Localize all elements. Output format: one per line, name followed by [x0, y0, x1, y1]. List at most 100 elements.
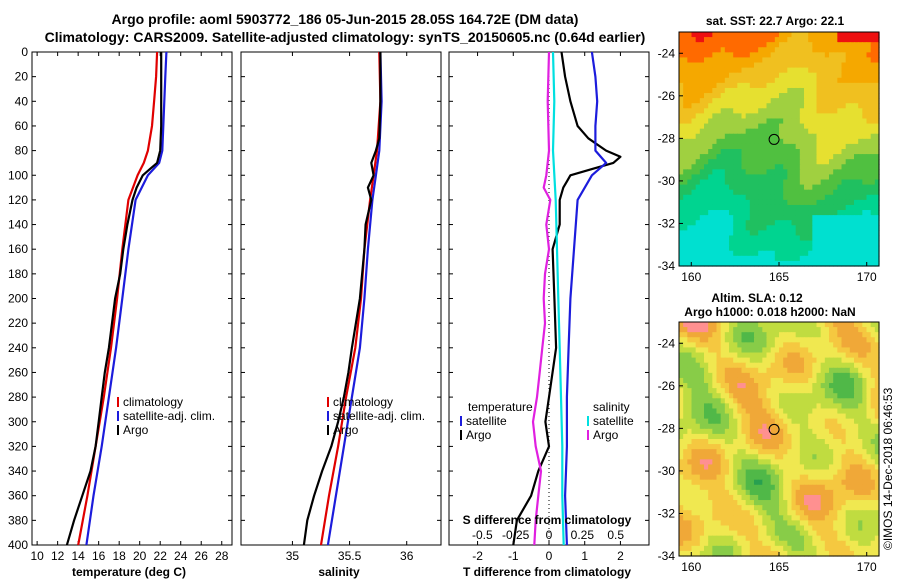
- map-cell: [704, 184, 709, 191]
- map-cell: [687, 500, 693, 506]
- map-cell: [683, 449, 688, 455]
- map-cell: [712, 215, 718, 221]
- map-cell: [774, 367, 780, 374]
- map-cell: [687, 240, 693, 247]
- map-cell: [808, 149, 813, 155]
- map-cell: [841, 403, 847, 410]
- map-cell: [870, 535, 876, 542]
- map-cell: [799, 484, 805, 491]
- map-cell: [774, 469, 780, 476]
- map-cell: [754, 337, 759, 343]
- x-tick-label: 12: [51, 549, 65, 563]
- map-cell: [833, 484, 838, 491]
- map-cell: [729, 372, 734, 379]
- map-cell: [712, 352, 718, 359]
- map-cell: [812, 199, 818, 206]
- map-cell: [687, 154, 693, 160]
- map-cell: [845, 510, 851, 516]
- map-cell: [799, 362, 805, 369]
- map-cell: [858, 169, 863, 176]
- map-cell: [862, 484, 868, 491]
- map-cell: [795, 479, 801, 486]
- map-cell: [766, 164, 772, 170]
- map-cell: [858, 113, 863, 120]
- map-cell: [862, 322, 868, 328]
- map-cell: [795, 383, 801, 389]
- map-cell: [816, 52, 822, 59]
- map-cell: [783, 138, 788, 145]
- map-cell: [699, 77, 705, 84]
- map-cell: [858, 149, 863, 155]
- map-cell: [737, 67, 743, 74]
- map-cell: [712, 479, 718, 486]
- map-cell: [862, 93, 868, 99]
- map-cell: [787, 403, 793, 410]
- map-cell: [762, 52, 768, 59]
- map-cell: [741, 199, 747, 206]
- map-cell: [779, 403, 784, 410]
- map-cell: [687, 164, 693, 170]
- map-cell: [749, 423, 755, 430]
- map-cell: [683, 184, 688, 191]
- map-cell: [829, 408, 834, 415]
- map-cell: [870, 337, 876, 343]
- map-cell: [783, 143, 788, 150]
- map-cell: [783, 235, 788, 242]
- map-cell: [862, 57, 868, 64]
- map-cell: [724, 154, 730, 160]
- map-cell: [679, 327, 684, 333]
- map-cell: [854, 128, 859, 135]
- map-cell: [774, 444, 780, 450]
- map-cell: [804, 362, 809, 369]
- map-cell: [754, 37, 759, 43]
- map-cell: [804, 357, 809, 364]
- map-cell: [816, 545, 822, 552]
- map-y-tick-label: -26: [658, 379, 676, 393]
- map-cell: [683, 332, 688, 338]
- map-cell: [841, 154, 847, 160]
- map-cell: [770, 164, 776, 170]
- map-cell: [804, 62, 809, 69]
- map-cell: [749, 535, 755, 542]
- map-cell: [683, 174, 688, 181]
- map-cell: [849, 403, 855, 410]
- x-tick-label: 18: [112, 549, 126, 563]
- map-cell: [749, 327, 755, 333]
- map-cell: [812, 550, 818, 557]
- map-cell: [816, 332, 822, 338]
- map-cell: [704, 372, 709, 379]
- map-cell: [691, 550, 697, 557]
- map-cell: [733, 403, 738, 410]
- map-cell: [816, 159, 822, 165]
- map-cell: [724, 204, 730, 211]
- map-cell: [770, 550, 776, 557]
- map-cell: [824, 444, 830, 450]
- map-cell: [808, 159, 813, 165]
- map-cell: [699, 103, 705, 109]
- map-cell: [783, 204, 788, 211]
- map-cell: [724, 322, 730, 328]
- map-cell: [870, 439, 876, 445]
- map-cell: [858, 103, 863, 109]
- map-cell: [783, 535, 788, 542]
- map-cell: [837, 540, 843, 547]
- map-cell: [691, 393, 697, 399]
- map-cell: [795, 433, 801, 440]
- map-cell: [795, 52, 801, 59]
- map-cell: [808, 143, 813, 150]
- map-cell: [874, 215, 880, 221]
- map-cell: [724, 357, 730, 364]
- map-cell: [783, 250, 788, 257]
- map-cell: [858, 454, 863, 460]
- map-cell: [749, 108, 755, 114]
- map-cell: [799, 342, 805, 349]
- map-cell: [837, 159, 843, 165]
- map-cell: [716, 220, 722, 226]
- map-cell: [691, 377, 697, 384]
- map-cell: [699, 230, 705, 237]
- map-cell: [787, 230, 793, 237]
- legend-label: Argo: [593, 428, 619, 442]
- map-cell: [841, 479, 847, 486]
- map-cell: [845, 439, 851, 445]
- map-cell: [841, 347, 847, 354]
